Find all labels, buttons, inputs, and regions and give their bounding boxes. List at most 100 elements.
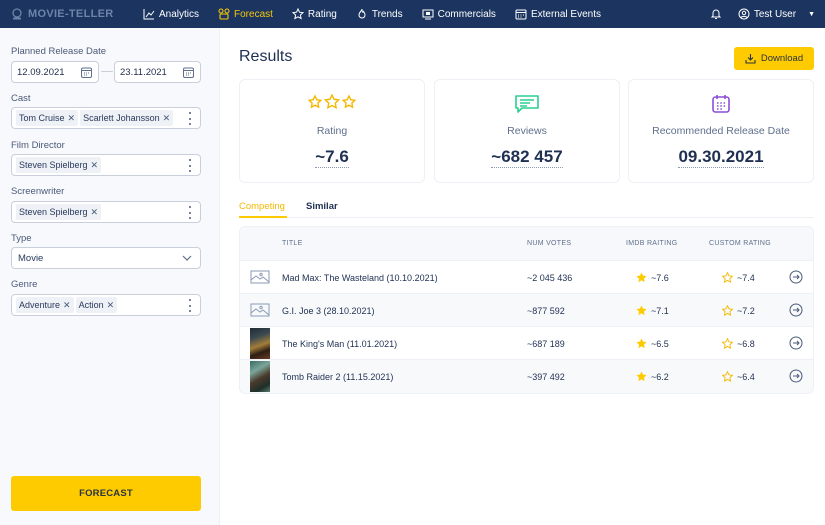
nav-commercials[interactable]: Commercials (422, 8, 496, 20)
movie-title: The King's Man (11.01.2021) (282, 338, 398, 349)
table-row[interactable]: G.I. Joe 3 (28.10.2021) ~877 592 ~7.1 ~7… (240, 294, 813, 327)
more-options-icon[interactable] (189, 159, 192, 172)
nav-external-events[interactable]: External Events (515, 8, 601, 20)
genre-label: Genre (11, 279, 38, 290)
star-filled-icon (636, 272, 647, 283)
nav-analytics[interactable]: Analytics (143, 8, 199, 20)
column-num-votes[interactable]: NUM VOTES (527, 240, 572, 247)
app-logo[interactable]: MOVIE-TELLER (11, 0, 114, 28)
screenwriter-label: Screenwriter (11, 186, 65, 197)
num-votes: ~397 492 (527, 371, 565, 382)
release-date-card: Recommended Release Date 09.30.2021 (628, 79, 814, 183)
calendar-icon[interactable] (81, 67, 92, 78)
custom-rating: ~6.8 (737, 338, 755, 349)
imdb-rating: ~7.6 (651, 272, 669, 283)
forecast-icon (218, 8, 230, 20)
tv-icon (422, 9, 434, 20)
calendar-icon (629, 94, 813, 114)
image-placeholder-icon (250, 270, 270, 284)
remove-chip-icon[interactable]: ✕ (90, 206, 99, 217)
arrow-right-circle-icon[interactable] (789, 303, 803, 317)
screenwriter-input[interactable]: Steven Spielberg ✕ (11, 201, 201, 223)
download-button[interactable]: Download (734, 47, 814, 70)
custom-rating: ~6.4 (737, 371, 755, 382)
film-director-label: Film Director (11, 140, 65, 151)
column-custom-rating[interactable]: CUSTOM RATING (709, 240, 771, 247)
genre-chip: Action ✕ (75, 297, 118, 313)
cast-input[interactable]: Tom Cruise ✕ Scarlett Johansson ✕ (11, 107, 201, 129)
comment-icon (435, 94, 619, 114)
main-nav: Analytics Forecast Rating Trends Commerc… (143, 0, 620, 28)
forecast-button[interactable]: FORECAST (11, 476, 201, 511)
movie-poster (250, 361, 270, 392)
director-chip: Steven Spielberg ✕ (16, 157, 102, 173)
imdb-rating: ~6.2 (651, 371, 669, 382)
top-navigation-bar: MOVIE-TELLER Analytics Forecast Rating T… (0, 0, 825, 28)
star-filled-icon (636, 371, 647, 382)
date-range-separator (101, 71, 113, 72)
chevron-down-icon (182, 255, 192, 261)
type-select[interactable]: Movie (11, 247, 201, 269)
bell-icon[interactable] (710, 8, 722, 20)
rating-card: Rating ~7.6 (239, 79, 425, 183)
more-options-icon[interactable] (189, 112, 192, 125)
page-title: Results (239, 48, 293, 65)
release-date-to-input[interactable]: 23.11.2021 (114, 61, 201, 83)
release-date-from-input[interactable]: 12.09.2021 (11, 61, 99, 83)
film-director-input[interactable]: Steven Spielberg ✕ (11, 154, 201, 176)
results-tabs: Competing Similar (239, 201, 814, 218)
more-options-icon[interactable] (189, 299, 192, 312)
column-title[interactable]: TITLE (282, 240, 303, 247)
user-menu[interactable]: Test User ▼ (738, 8, 815, 20)
star-filled-icon (636, 305, 647, 316)
remove-chip-icon[interactable]: ✕ (162, 112, 171, 123)
table-row[interactable]: Tomb Raider 2 (11.15.2021) ~397 492 ~6.2… (240, 360, 813, 393)
star-outline-icon (722, 305, 733, 316)
more-options-icon[interactable] (189, 206, 192, 219)
table-row[interactable]: The King's Man (11.01.2021) ~687 189 ~6.… (240, 327, 813, 360)
genre-input[interactable]: Adventure ✕ Action ✕ (11, 294, 201, 316)
top-right-controls: Test User ▼ (710, 0, 815, 28)
stars-icon (240, 94, 424, 110)
custom-rating: ~7.2 (737, 305, 755, 316)
arrow-right-circle-icon[interactable] (789, 369, 803, 383)
reviews-card-value: ~682 457 (491, 147, 563, 168)
table-row[interactable]: Mad Max: The Wasteland (10.10.2021) ~2 0… (240, 261, 813, 294)
num-votes: ~2 045 436 (527, 272, 573, 283)
remove-chip-icon[interactable]: ✕ (90, 159, 99, 170)
cast-chip: Scarlett Johansson ✕ (80, 110, 174, 126)
type-label: Type (11, 233, 32, 244)
remove-chip-icon[interactable]: ✕ (106, 299, 115, 310)
reviews-card: Reviews ~682 457 (434, 79, 620, 183)
release-date-card-value: 09.30.2021 (678, 147, 764, 168)
imdb-rating: ~6.5 (651, 338, 669, 349)
nav-trends[interactable]: Trends (356, 8, 403, 20)
cast-chip: Tom Cruise ✕ (16, 110, 79, 126)
image-placeholder-icon (250, 303, 270, 317)
custom-rating: ~7.4 (737, 272, 755, 283)
tab-similar[interactable]: Similar (306, 201, 338, 212)
star-filled-icon (636, 338, 647, 349)
movie-title: Mad Max: The Wasteland (10.10.2021) (282, 272, 438, 283)
arrow-right-circle-icon[interactable] (789, 336, 803, 350)
chevron-down-icon: ▼ (808, 10, 815, 18)
star-outline-icon (722, 272, 733, 283)
star-icon (291, 8, 304, 20)
column-imdb-rating[interactable]: IMDB RAITING (626, 240, 678, 247)
user-avatar-icon (738, 8, 750, 20)
tab-competing[interactable]: Competing (239, 201, 287, 218)
cast-label: Cast (11, 93, 31, 104)
num-votes: ~877 592 (527, 305, 565, 316)
user-name: Test User (753, 8, 797, 20)
remove-chip-icon[interactable]: ✕ (63, 299, 71, 310)
arrow-right-circle-icon[interactable] (789, 270, 803, 284)
star-outline-icon (722, 371, 733, 382)
nav-forecast[interactable]: Forecast (218, 8, 273, 20)
genre-chip: Adventure ✕ (16, 297, 74, 313)
calendar-icon[interactable] (183, 67, 194, 78)
movie-poster (250, 328, 270, 359)
remove-chip-icon[interactable]: ✕ (67, 112, 76, 123)
nav-rating[interactable]: Rating (291, 8, 337, 20)
download-icon (745, 54, 756, 64)
movie-title: Tomb Raider 2 (11.15.2021) (282, 371, 394, 382)
